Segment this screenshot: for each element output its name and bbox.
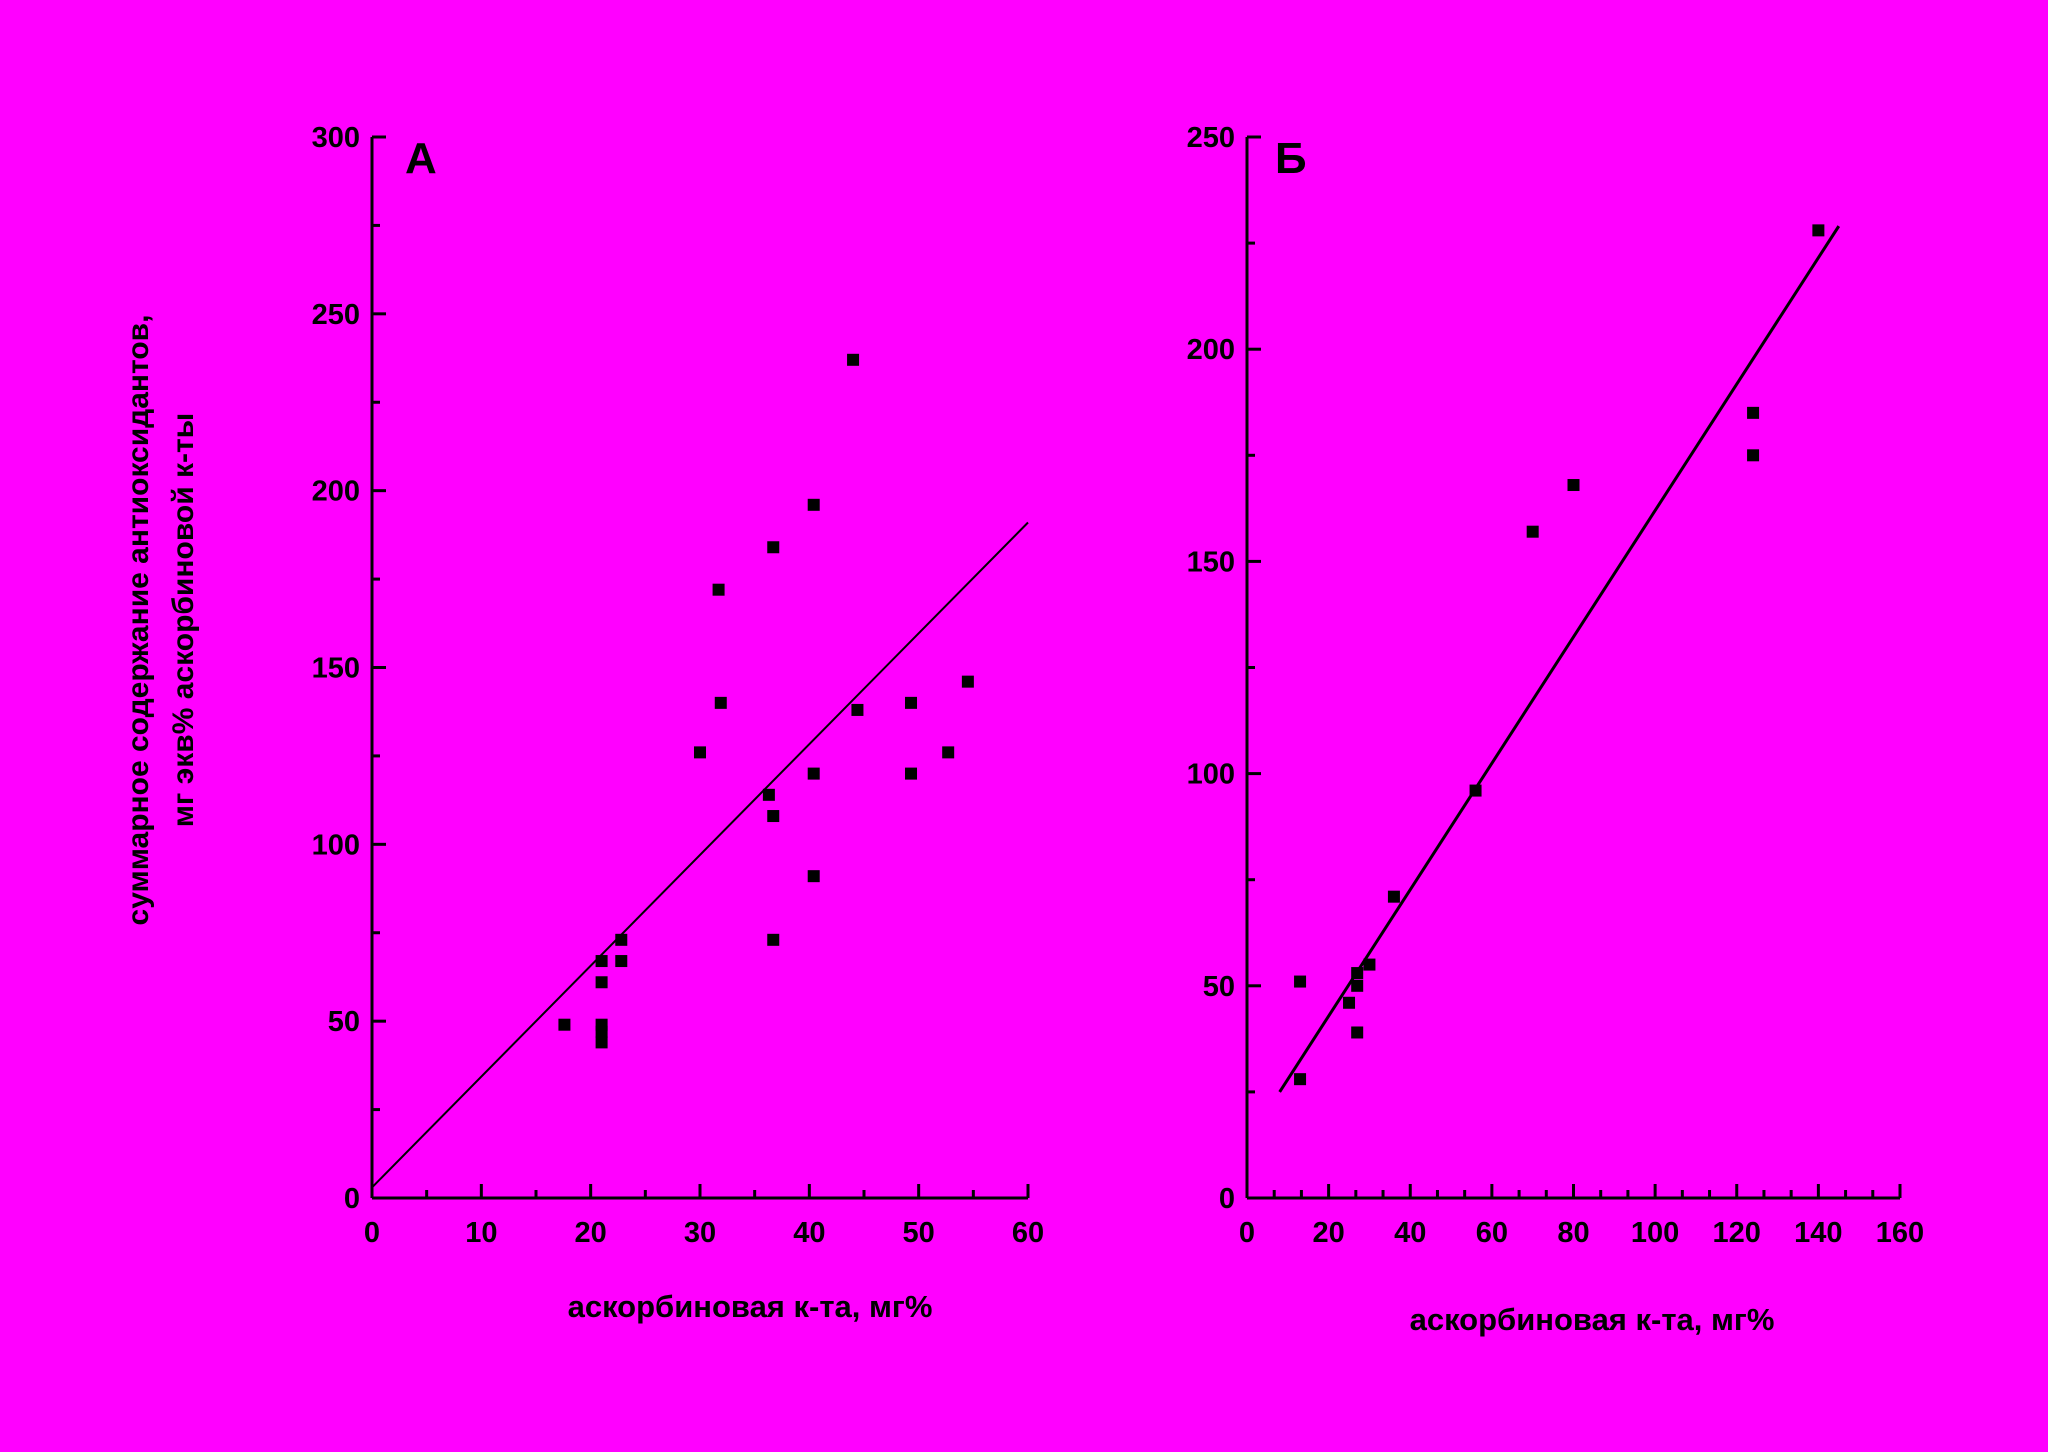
panel-a-x-axis-title: аскорбиновая к-та, мг%: [568, 1289, 933, 1324]
panel-b-y-tick-label: 250: [1187, 122, 1235, 154]
panel-a-data-point: [942, 746, 955, 759]
panel-a-x-tick-label: 40: [793, 1217, 825, 1249]
panel-b-data-point: [1812, 224, 1825, 237]
panel-a-data-point: [807, 767, 820, 780]
panel-a-x-tick-label: 30: [684, 1217, 716, 1249]
panel-b-x-tick-label: 60: [1476, 1217, 1508, 1249]
panel-b-data-point: [1351, 979, 1364, 992]
panel-b-x-tick-label: 20: [1312, 1217, 1344, 1249]
panel-a-x-tick-label: 20: [575, 1217, 607, 1249]
panel-b-data-point: [1747, 449, 1760, 462]
panel-a-data-point: [712, 583, 725, 596]
panel-b-x-axis-title: аскорбиновая к-та, мг%: [1410, 1302, 1775, 1337]
panel-b-x-tick-label: 0: [1239, 1217, 1255, 1249]
panel-a-data-point: [807, 498, 820, 511]
panel-b-x-tick-label: 100: [1631, 1217, 1679, 1249]
panel-a-y-tick-label: 300: [312, 122, 360, 154]
panel-b-y-tick-label: 0: [1219, 1183, 1235, 1215]
panel-b: Б аскорбиновая к-та, мг% 0 20 40 60 80 100 120…: [1187, 122, 1925, 1337]
panel-a-data-point: [762, 788, 775, 801]
panel-b-x-tick-label: 80: [1557, 1217, 1589, 1249]
panel-b-data-point: [1567, 479, 1580, 492]
panel-a-y-tick-label: 150: [312, 653, 360, 685]
panel-a-y-tick-label: 50: [328, 1006, 360, 1038]
panel-b-data-point: [1294, 1073, 1307, 1086]
panel-b-data-point: [1526, 525, 1539, 538]
panel-a-x-tick-label: 50: [903, 1217, 935, 1249]
panel-a: А аскорбиновая к-та, мг% 0 10 20 30 40 50 60 0 5…: [312, 122, 1045, 1324]
panel-b-data-point: [1294, 975, 1307, 988]
panel-b-label: Б: [1275, 134, 1307, 183]
panel-a-data-point: [767, 810, 780, 823]
panel-b-x-tick-label: 40: [1394, 1217, 1426, 1249]
panel-a-fit-line: [371, 521, 1029, 1189]
panel-a-data-point: [595, 1036, 608, 1049]
panel-a-x-tick-label: 10: [465, 1217, 497, 1249]
panel-a-data-point: [767, 541, 780, 554]
panel-a-x-tick-label: 0: [364, 1217, 380, 1249]
panel-b-data-point: [1387, 890, 1400, 903]
panel-a-y-tick-label: 100: [312, 829, 360, 861]
panel-a-data-point: [767, 933, 780, 946]
panel-a-data-point: [615, 933, 628, 946]
panel-b-y-tick-label: 100: [1187, 759, 1235, 791]
panel-a-data-point: [595, 955, 608, 968]
y-axis-title-line1: суммарное содержание антиоксидантов,: [122, 315, 155, 926]
panel-a-y-tick-label: 200: [312, 476, 360, 508]
panel-a-label: А: [405, 134, 437, 183]
panel-a-data-point: [694, 746, 706, 759]
panel-b-y-tick-label: 50: [1203, 971, 1235, 1003]
panel-a-data-point: [595, 976, 608, 989]
panel-a-y-tick-label: 0: [344, 1183, 360, 1215]
panel-a-data-point: [905, 696, 918, 709]
panel-b-data-point: [1343, 996, 1356, 1009]
panel-a-data-point: [807, 870, 820, 883]
panel-b-data-point: [1469, 784, 1482, 797]
y-axis-title-line2: мг экв% аскорбиновой к-ты: [167, 413, 200, 828]
panel-a-data-point: [961, 675, 974, 688]
panel-a-data-point: [615, 955, 628, 968]
panel-b-data-point: [1747, 406, 1760, 419]
panel-a-data-point: [847, 353, 860, 366]
panel-b-data-point: [1351, 1026, 1364, 1039]
panel-b-x-tick-label: 120: [1713, 1217, 1761, 1249]
panel-a-data-point: [714, 696, 727, 709]
panel-a-data-point: [558, 1018, 571, 1031]
panel-b-data-point: [1363, 958, 1376, 971]
panel-b-fit-line: [1278, 225, 1841, 1093]
panel-b-y-tick-label: 150: [1187, 546, 1235, 578]
panel-b-y-tick-label: 200: [1187, 334, 1235, 366]
panel-a-y-tick-label: 250: [312, 299, 360, 331]
panel-b-x-tick-label: 140: [1794, 1217, 1842, 1249]
panel-a-data-point: [595, 1025, 608, 1038]
panel-b-x-tick-label: 160: [1876, 1217, 1924, 1249]
panel-a-data-point: [851, 703, 864, 716]
panel-a-x-tick-label: 60: [1012, 1217, 1044, 1249]
panel-a-data-point: [905, 767, 918, 780]
panel-b-data-point: [1351, 967, 1364, 980]
